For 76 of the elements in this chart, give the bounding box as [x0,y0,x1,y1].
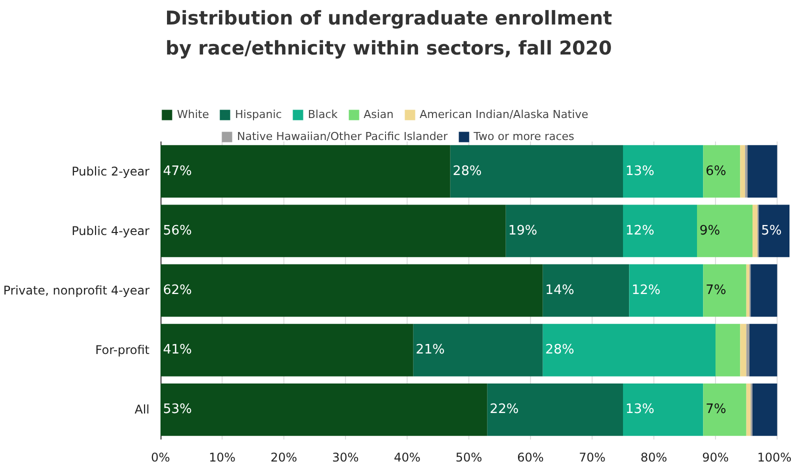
x-tick-label: 40% [394,450,421,464]
bar [629,264,704,317]
bar [703,383,746,436]
bar [746,264,750,317]
data-label: 12% [632,283,661,298]
bar [542,264,630,317]
data-label: 12% [625,223,654,238]
bar [623,204,697,258]
data-label: 13% [625,402,654,418]
bar [160,204,506,258]
y-tick-label: Public 4-year [72,224,150,238]
bar [752,204,758,258]
data-label: 62% [162,283,192,298]
data-label: 13% [625,164,654,179]
chart-title: Distribution of undergraduate enrollment by race/ethnicity within sectors, fall 2020 [165,7,612,60]
y-tick-label: All [134,402,150,417]
data-label: 21% [416,342,445,358]
bar [752,383,778,436]
data-label: 7% [706,283,726,298]
x-tick-label: 80% [640,450,668,464]
x-tick-label: 0% [150,450,170,464]
bar [160,145,450,198]
data-label: 7% [706,402,726,418]
x-tick-label: 20% [270,450,298,464]
bar [450,145,623,198]
data-label: 56% [162,223,192,238]
legend-label: Hispanic [235,107,282,121]
x-tick-label: 90% [702,450,729,464]
y-tick-label: Private, nonprofit 4-year [3,284,150,298]
bar [716,324,740,376]
bar [703,264,746,317]
x-tick-label: 10% [208,450,236,464]
bar [542,324,716,376]
data-label: 53% [162,402,192,418]
bar [413,324,543,376]
legend-label: Native Hawaiian/Other Pacific Islander [237,129,448,143]
bar [487,383,623,436]
x-tick-label: 70% [578,450,606,464]
data-label: 5% [761,223,782,238]
bar [697,204,752,258]
data-label: 9% [699,223,720,238]
legend-label: Black [308,107,338,121]
data-label: 22% [490,402,519,418]
x-tick-label: 60% [517,450,544,464]
bar [160,383,488,436]
bar [750,264,778,317]
bar [749,324,778,376]
x-tick-label: 30% [332,450,359,464]
bar [758,204,790,258]
bar [160,264,543,317]
bar [703,145,740,198]
data-label: 19% [508,223,538,238]
bar [623,383,704,436]
bar [506,204,623,258]
x-tick-label: 50% [455,450,482,464]
data-label: 14% [545,283,574,298]
y-tick-label: For-profit [95,343,150,358]
x-tick-label: 100% [757,450,791,464]
bar [740,324,746,376]
bar [623,145,704,198]
data-label: 28% [545,342,574,358]
legend-label: Asian [364,107,394,121]
data-label: 41% [162,342,192,358]
bar [160,324,414,376]
bar [745,145,748,198]
data-label: 47% [162,164,192,179]
bar [748,145,778,198]
bar [746,383,751,436]
y-tick-label: Public 2-year [72,164,150,178]
data-label: 28% [452,164,482,179]
bar [746,324,750,376]
legend-label: White [177,107,209,121]
bar [740,145,746,198]
data-label: 6% [706,164,726,179]
legend-label: Two or more races [474,129,574,143]
legend-label: American Indian/Alaska Native [420,107,588,121]
